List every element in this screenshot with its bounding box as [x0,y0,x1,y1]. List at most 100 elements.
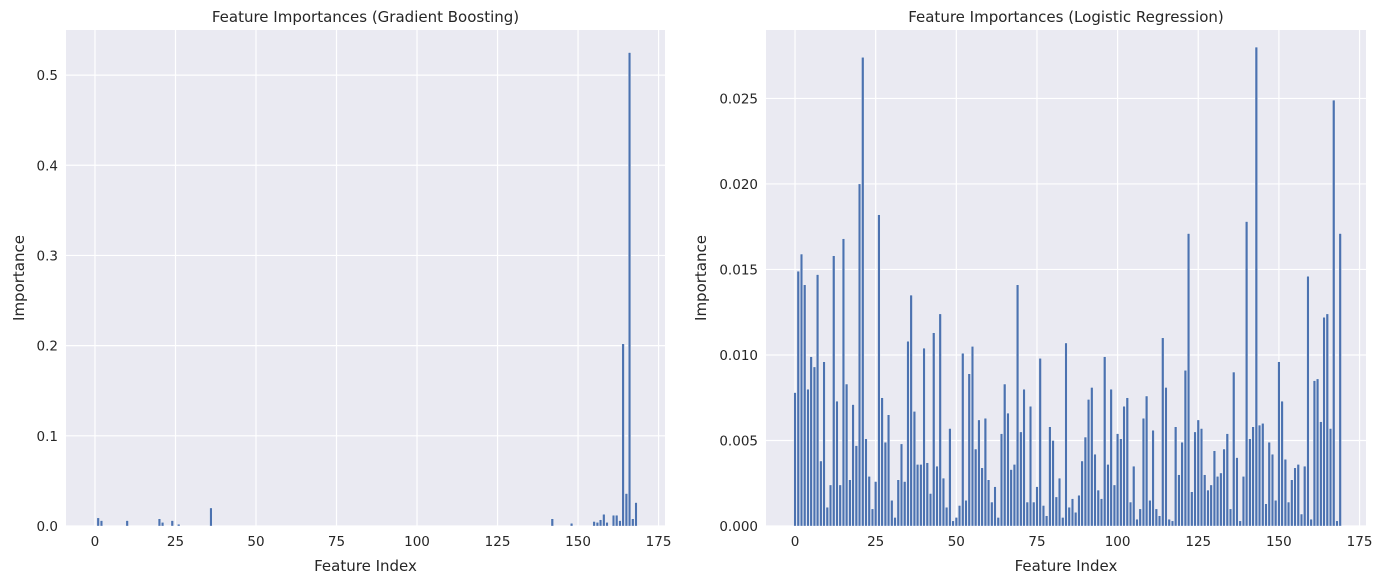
bar [615,515,619,527]
y-tick-label: 0.4 [37,158,58,174]
bar [612,515,615,527]
y-axis-label: Importance [10,235,28,321]
bar [812,366,816,527]
bar [209,507,213,527]
bar [822,361,826,527]
bar [1229,508,1232,527]
bar [1322,317,1326,527]
bar [919,464,923,527]
bar [1103,356,1107,527]
bar [1209,484,1213,527]
bar [1009,469,1013,527]
bar [1203,474,1207,527]
bar [906,341,910,527]
bar [980,467,984,527]
y-tick-label: 0.0 [37,519,58,535]
bar [1145,395,1149,527]
bar [1012,464,1016,527]
bar [1093,453,1097,527]
bar [1290,479,1294,527]
bar [1193,431,1197,527]
bar [1200,428,1203,527]
bar [1225,433,1229,527]
bar [890,500,894,527]
bar [803,284,807,527]
bar [177,524,181,527]
x-axis-label: Feature Index [1015,557,1118,575]
x-tick-label: 100 [1105,534,1131,550]
bar [1070,498,1074,527]
bar [880,397,884,527]
bar [1161,337,1165,527]
bar [1061,517,1065,527]
bar [1316,378,1320,527]
bar [634,502,638,527]
x-tick-label: 75 [1028,534,1045,550]
bar [1106,464,1110,527]
bar [851,404,855,527]
bar [1032,501,1036,527]
bar [809,356,813,527]
bar [1264,503,1268,527]
bar [1338,233,1342,527]
bar [595,522,599,527]
bar [870,508,874,527]
gradient-boosting-chart: 0 25 50 75 100 125 150 175 0.0 0.1 0.2 0.3 0.4 0.5 Fe… [10,8,671,575]
bar [1303,465,1307,527]
bar [1267,442,1271,527]
bar [1119,438,1123,527]
bar [1212,450,1216,527]
bar [1309,518,1313,527]
bar [861,57,865,527]
x-tick-label: 125 [485,534,511,550]
bar [1148,500,1152,527]
x-tick-label: 125 [1185,534,1211,550]
bar [605,522,609,527]
y-tick-label: 0.3 [37,248,58,264]
x-tick-label: 175 [646,534,672,550]
bar [951,520,955,527]
bar [974,448,978,527]
bar [1190,491,1194,527]
bar [1170,520,1174,527]
bar [983,418,987,527]
bar [1003,383,1007,527]
x-tick-label: 150 [565,534,591,550]
bar [825,507,829,527]
bar [909,294,913,527]
bar [1067,507,1071,527]
y-axis-label: Importance [692,235,710,321]
bar [1258,424,1262,527]
bar [893,517,897,527]
bar [874,481,878,527]
bar [1109,388,1113,527]
bar [932,332,936,527]
bar [631,518,635,527]
bar [990,501,994,527]
bar [1077,495,1081,527]
bar [922,347,926,527]
bar [848,479,852,527]
bar [125,520,129,527]
x-tick-label: 175 [1347,534,1373,550]
bar [867,476,871,527]
y-tick-label: 0.010 [719,348,758,364]
bar [592,521,596,527]
bar [1129,501,1132,527]
bar [854,445,858,527]
bar [945,507,949,527]
bar [1151,430,1155,527]
bar [1251,426,1255,527]
bar [964,500,968,527]
bar [838,484,842,527]
bar [1325,313,1329,527]
bar [993,486,997,527]
gridlines [66,30,665,527]
bar [1141,418,1145,527]
bar [841,238,845,527]
bar [1206,489,1210,527]
bar [1222,448,1226,527]
bar [1035,486,1039,527]
bar [961,353,965,527]
bar [1054,496,1058,527]
